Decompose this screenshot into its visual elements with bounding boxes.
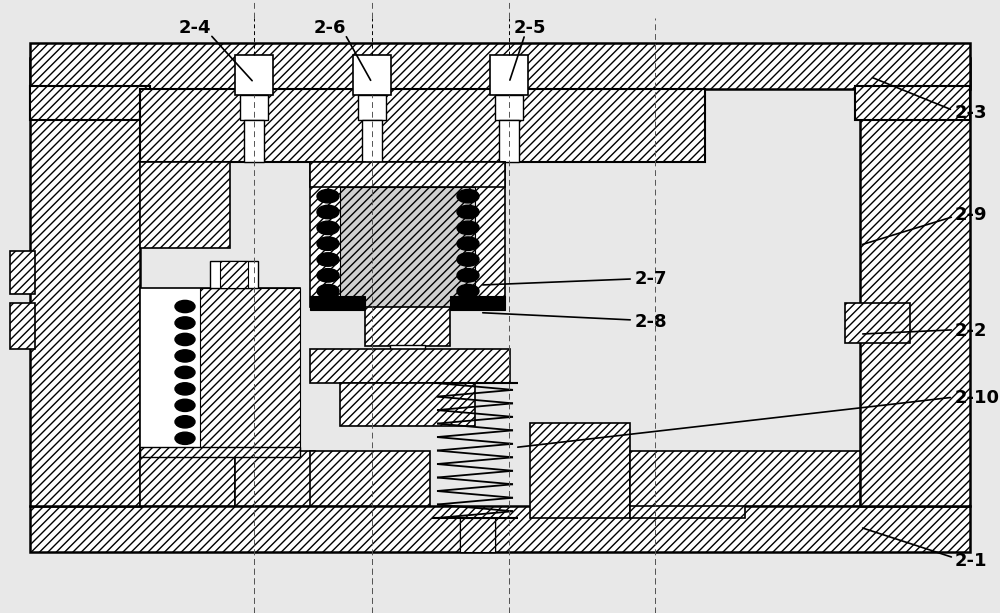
Bar [365, 306, 450, 346]
Bar [210, 261, 258, 288]
Bar [353, 55, 391, 95]
Bar [495, 95, 523, 120]
Circle shape [457, 268, 479, 282]
Bar [490, 55, 528, 95]
Bar [450, 296, 505, 310]
Bar [235, 451, 315, 506]
Text: 2-6: 2-6 [314, 18, 346, 37]
Bar [499, 120, 519, 162]
Bar [530, 423, 630, 518]
Bar [140, 451, 235, 506]
Circle shape [317, 268, 339, 282]
Circle shape [175, 432, 195, 444]
Text: 2-5: 2-5 [514, 18, 546, 37]
Bar [140, 447, 300, 457]
Text: 2-7: 2-7 [635, 270, 668, 288]
Bar [630, 472, 745, 518]
Bar [30, 43, 970, 89]
Bar [358, 95, 386, 120]
Circle shape [317, 284, 339, 298]
Circle shape [175, 317, 195, 329]
Bar [10, 251, 35, 294]
Bar [390, 345, 425, 365]
Bar [200, 288, 300, 451]
Circle shape [317, 205, 339, 219]
Bar [845, 303, 910, 343]
Circle shape [457, 221, 479, 235]
Bar [310, 451, 430, 506]
Bar [244, 120, 264, 162]
Circle shape [317, 237, 339, 250]
Bar [340, 383, 475, 426]
Bar [240, 95, 268, 120]
Bar [362, 120, 382, 162]
Circle shape [317, 253, 339, 266]
Bar [235, 55, 273, 95]
Bar [140, 288, 300, 451]
Text: 2-2: 2-2 [955, 322, 988, 340]
Bar [140, 89, 705, 162]
Circle shape [457, 237, 479, 250]
Text: 2-8: 2-8 [635, 313, 668, 331]
Bar [220, 261, 248, 288]
Bar [140, 162, 230, 248]
Bar [310, 162, 365, 306]
Bar [855, 86, 970, 120]
Circle shape [317, 221, 339, 235]
Circle shape [175, 300, 195, 313]
Circle shape [457, 253, 479, 266]
Bar [30, 86, 150, 120]
Text: 2-1: 2-1 [955, 552, 988, 570]
Circle shape [175, 383, 195, 395]
Circle shape [317, 189, 339, 203]
Text: 2-3: 2-3 [955, 104, 988, 123]
Circle shape [457, 284, 479, 298]
Text: 2-9: 2-9 [955, 205, 988, 224]
Text: 2-4: 2-4 [179, 18, 211, 37]
Bar [310, 162, 505, 187]
Circle shape [457, 189, 479, 203]
Bar [340, 187, 475, 306]
Circle shape [457, 205, 479, 219]
Circle shape [175, 416, 195, 428]
Bar [310, 349, 510, 383]
Bar [30, 58, 140, 506]
Circle shape [175, 367, 195, 379]
Bar [630, 451, 860, 506]
Bar [310, 296, 365, 310]
Bar [460, 518, 495, 552]
Bar [30, 506, 970, 552]
Circle shape [175, 350, 195, 362]
Bar [460, 518, 495, 552]
Circle shape [175, 399, 195, 411]
Text: 2-10: 2-10 [955, 389, 1000, 408]
Bar [860, 58, 970, 506]
Bar [10, 303, 35, 349]
Circle shape [175, 333, 195, 346]
Bar [450, 162, 505, 306]
